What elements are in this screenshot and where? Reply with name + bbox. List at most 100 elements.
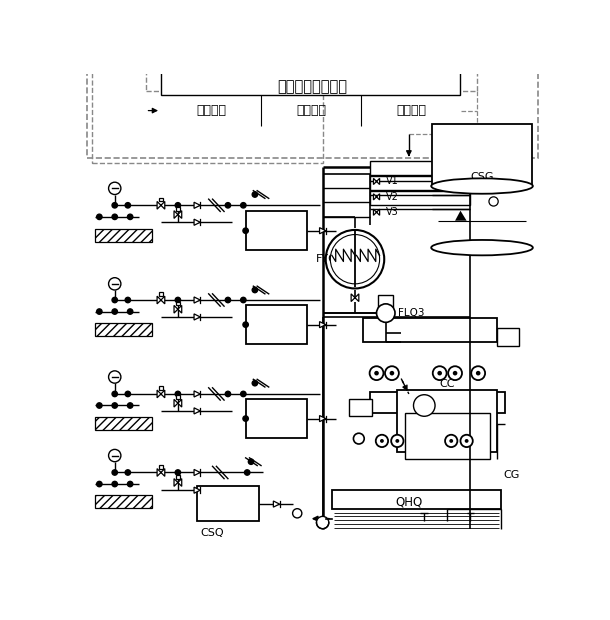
Bar [378,294,393,307]
Circle shape [112,298,118,303]
Polygon shape [351,294,359,301]
Polygon shape [174,479,182,486]
Bar [363,317,497,342]
Bar [87,0,538,157]
Circle shape [125,391,131,397]
Circle shape [472,366,485,380]
Ellipse shape [431,179,533,193]
Polygon shape [194,314,200,320]
Circle shape [240,391,246,397]
Circle shape [109,371,121,383]
Bar [497,328,519,346]
Circle shape [96,214,102,219]
Text: CSQ: CSQ [201,528,224,538]
Circle shape [125,470,131,475]
Bar [159,198,163,202]
Circle shape [125,203,131,208]
Bar [159,386,163,390]
Bar [95,229,152,242]
Circle shape [445,435,458,447]
Bar [159,292,163,296]
Circle shape [112,214,118,219]
Circle shape [374,371,379,376]
Circle shape [252,287,257,293]
Circle shape [225,203,231,208]
Circle shape [240,298,246,303]
Text: CSG: CSG [470,172,493,182]
Circle shape [465,439,468,443]
Circle shape [225,298,231,303]
Circle shape [391,435,403,447]
Circle shape [175,391,181,397]
Bar [370,192,470,205]
Circle shape [243,322,248,327]
Circle shape [252,381,257,386]
Bar [92,0,323,163]
Circle shape [125,298,131,303]
Bar [432,125,532,186]
Polygon shape [194,408,200,414]
Circle shape [112,309,118,314]
Circle shape [453,371,458,376]
Circle shape [243,416,248,421]
Polygon shape [194,469,200,476]
Circle shape [317,516,329,529]
Circle shape [476,371,481,376]
Circle shape [175,203,181,208]
Circle shape [370,366,384,380]
Circle shape [112,203,118,208]
Circle shape [395,439,400,443]
Polygon shape [373,209,379,215]
Bar [176,207,180,211]
Polygon shape [194,391,200,397]
Text: CG: CG [504,470,520,480]
Circle shape [243,228,248,233]
Circle shape [376,435,388,447]
Bar [95,495,152,508]
Circle shape [437,371,442,376]
Polygon shape [174,306,182,313]
Bar [370,161,470,174]
Bar [246,306,307,344]
Circle shape [450,439,453,443]
Circle shape [109,450,121,462]
Bar [370,176,470,190]
Polygon shape [157,469,165,476]
Bar [95,323,152,336]
Circle shape [390,371,394,376]
Polygon shape [455,211,467,221]
Text: V3: V3 [386,207,398,217]
Circle shape [252,192,257,197]
Circle shape [414,395,435,416]
Circle shape [385,366,399,380]
Text: CC: CC [440,379,455,389]
Polygon shape [320,322,326,328]
Circle shape [376,304,395,322]
Circle shape [109,182,121,195]
Circle shape [225,391,231,397]
Circle shape [248,459,254,464]
Polygon shape [194,297,200,303]
Bar [370,392,505,413]
Bar [161,64,460,95]
Circle shape [461,435,473,447]
Polygon shape [373,179,379,185]
Circle shape [175,470,181,475]
Circle shape [448,366,462,380]
Circle shape [112,391,118,397]
Circle shape [293,508,302,518]
Polygon shape [194,487,200,494]
Text: V2: V2 [386,192,399,202]
Bar [397,390,497,452]
Polygon shape [174,399,182,407]
Circle shape [353,433,364,444]
Circle shape [127,309,133,314]
Circle shape [245,470,250,475]
Circle shape [112,403,118,408]
Circle shape [127,403,133,408]
Bar [246,211,307,250]
Circle shape [96,481,102,487]
Bar [159,465,163,469]
Bar [95,417,152,430]
Circle shape [127,214,133,219]
